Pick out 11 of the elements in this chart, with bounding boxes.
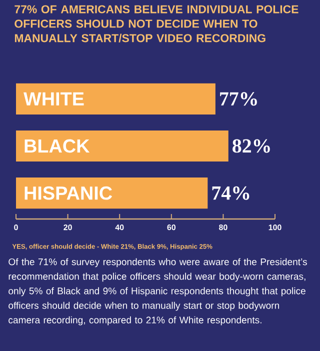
data-label: 74% bbox=[212, 186, 250, 200]
chart-title: 77% OF AMERICANS BELIEVE INDIVIDUAL POLICE OFFICERS SHOULD NOT DECIDE WHEN TO MANUALLY START/STOP VIDEO RECORDING bbox=[14, 5, 298, 42]
bar bbox=[16, 83, 216, 114]
bar bbox=[16, 130, 228, 162]
y-tick-label: BLACK bbox=[24, 139, 90, 153]
text: Of the 71% of survey respondents who were aware of the President’s recommendation that police officers should wear body-worn cameras, only 5% of Black and 9% of Hispanic respondents thought that police officers should decide when to manually start or stop bodyworn camera recording, compared to 21% of White respondents. bbox=[8, 258, 307, 326]
bar bbox=[16, 178, 208, 209]
data-label: 82% bbox=[232, 139, 270, 153]
y-tick-label: WHITE bbox=[24, 92, 84, 106]
y-tick-label: HISPANIC bbox=[24, 186, 112, 200]
data-label: 77% bbox=[220, 92, 257, 106]
